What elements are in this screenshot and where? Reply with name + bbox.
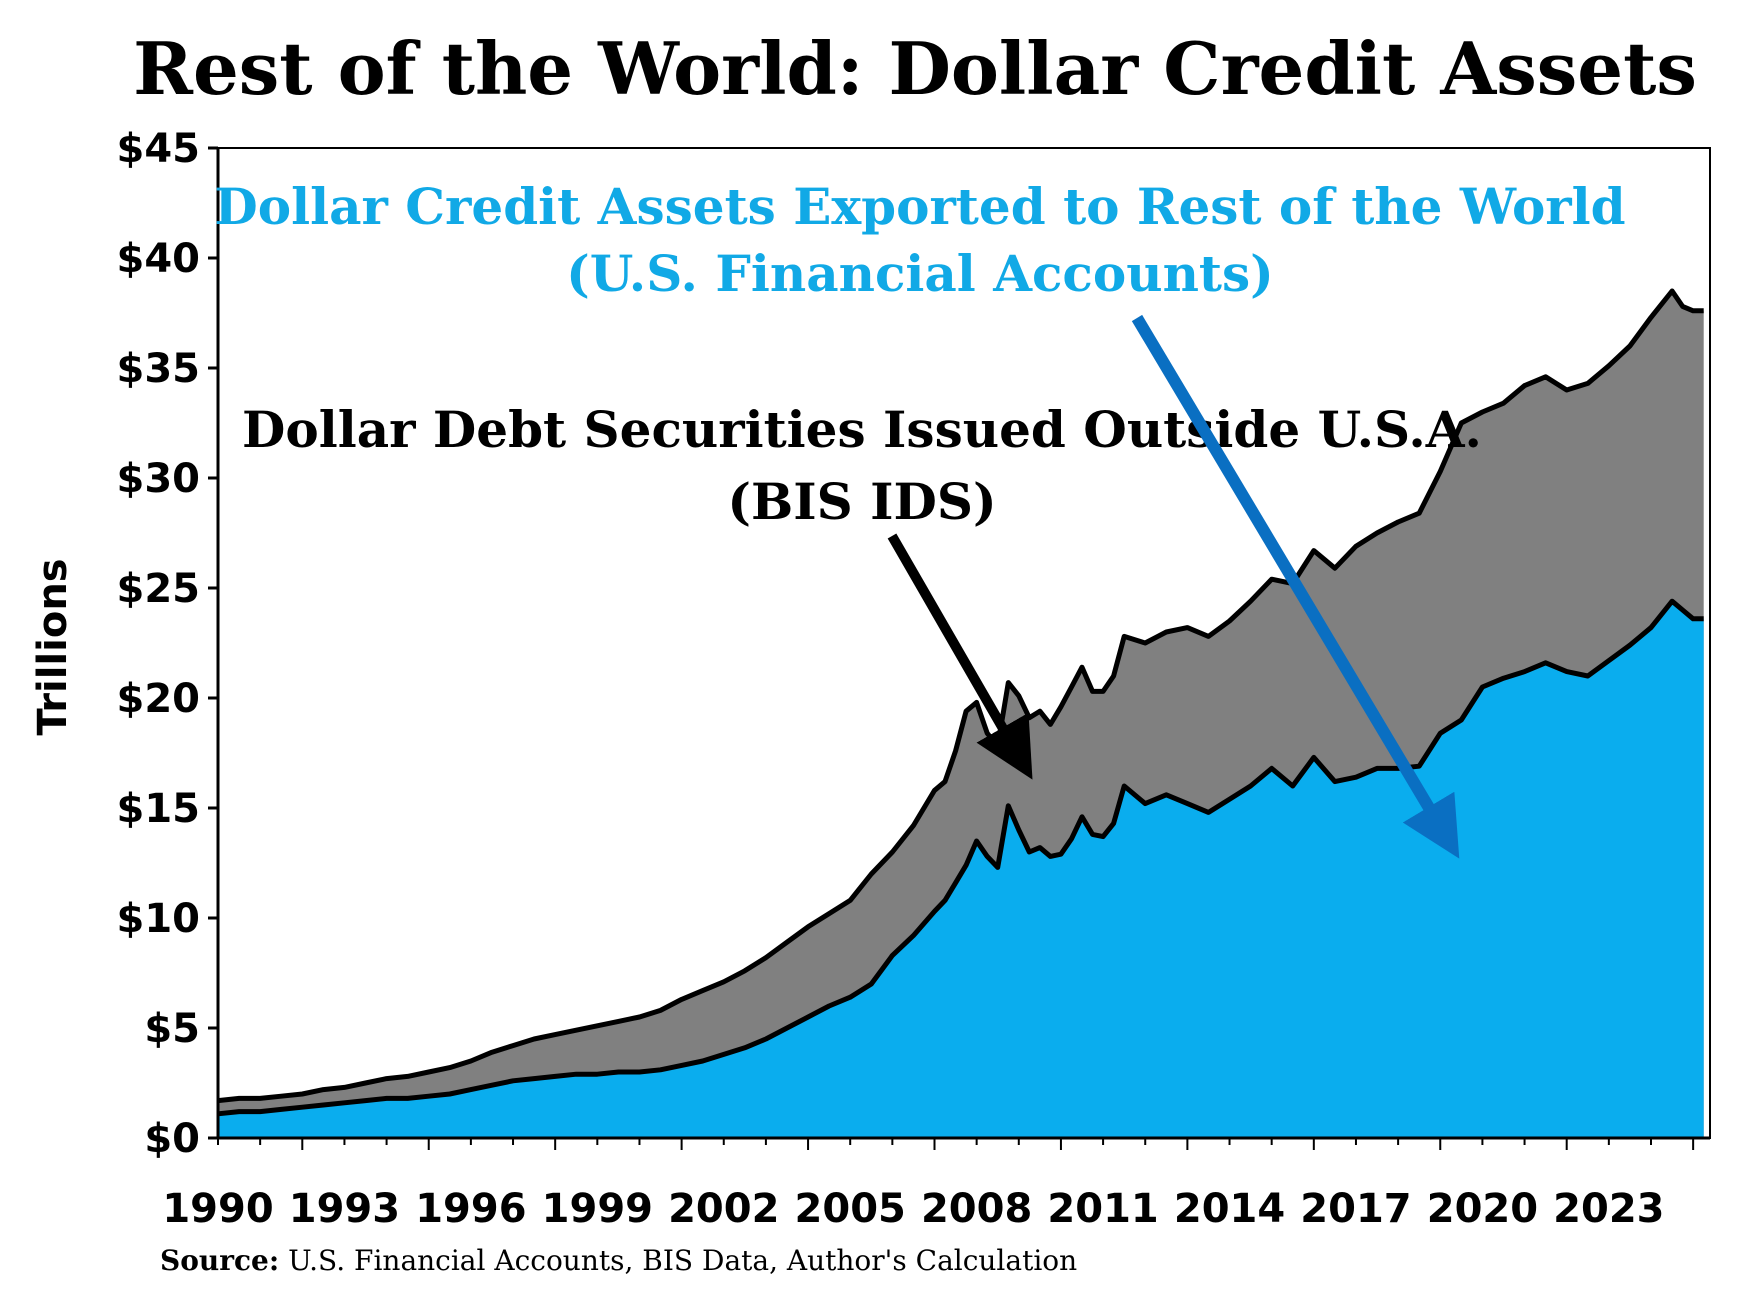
chart-title: Rest of the World: Dollar Credit Assets	[133, 26, 1697, 111]
x-tick-label: 1999	[542, 1186, 653, 1232]
y-tick-label: $45	[117, 126, 201, 172]
y-tick-label: $10	[117, 896, 201, 942]
x-tick-label: 1990	[162, 1186, 273, 1232]
x-axis: 1990 1993 1996 1999 2002 2005 2008 2011 2014 2017…	[162, 1136, 1710, 1232]
source-note: Source: U.S. Financial Accounts, BIS Dat…	[160, 1244, 1077, 1277]
y-tick-label: $0	[144, 1116, 200, 1162]
y-tick-label: $20	[117, 676, 201, 722]
black-annotation-arrow	[887, 533, 1033, 780]
source-text: U.S. Financial Accounts, BIS Data, Autho…	[279, 1244, 1077, 1277]
y-tick-label: $25	[117, 566, 201, 612]
y-tick-label: $40	[117, 236, 201, 282]
x-tick-label: 2014	[1174, 1186, 1285, 1232]
x-tick-label: 2020	[1427, 1186, 1538, 1232]
annotation-blue-line1: Dollar Credit Assets Exported to Rest of…	[214, 177, 1625, 236]
x-tick-label: 2005	[795, 1186, 906, 1232]
y-tick-label: $30	[117, 456, 201, 502]
x-tick-label: 2017	[1300, 1186, 1411, 1232]
x-tick-label: 2023	[1553, 1186, 1664, 1232]
financial-accounts-top-line	[217, 598, 1704, 1117]
annotation-black-line1: Dollar Debt Securities Issued Outside U.…	[242, 400, 1482, 459]
y-tick-label: $5	[144, 1006, 200, 1052]
y-axis-label: Trillions	[30, 558, 76, 735]
x-tick-label: 2008	[921, 1186, 1032, 1232]
x-tick-label: 2002	[668, 1186, 779, 1232]
blue-annotation-arrow	[1131, 314, 1460, 859]
annotation-black-line2: (BIS IDS)	[727, 472, 996, 531]
y-axis: $0 $5 $10 $15 $20 $25 $30 $35 $40 $45	[117, 126, 220, 1162]
x-tick-label: 1996	[415, 1186, 526, 1232]
y-tick-label: $15	[117, 786, 201, 832]
source-label: Source:	[160, 1244, 279, 1277]
financial-accounts-area	[218, 601, 1704, 1138]
y-tick-label: $35	[117, 346, 201, 392]
annotation-blue-line2: (U.S. Financial Accounts)	[566, 244, 1274, 303]
x-tick-label: 1993	[289, 1186, 400, 1232]
x-tick-label: 2011	[1047, 1186, 1158, 1232]
